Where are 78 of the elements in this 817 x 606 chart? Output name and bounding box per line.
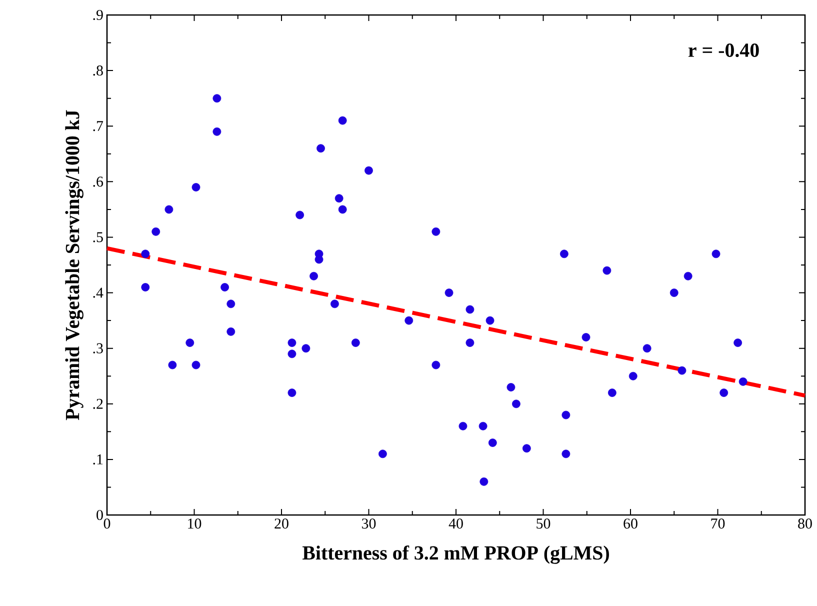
y-tick-label: 0 (96, 510, 103, 520)
point (642, 344, 652, 353)
point (351, 338, 360, 347)
point (602, 266, 612, 275)
point (670, 288, 678, 297)
point (486, 316, 494, 325)
point (212, 127, 222, 136)
point (480, 477, 488, 486)
point (478, 422, 488, 430)
point (212, 94, 222, 103)
point (522, 444, 531, 453)
point (628, 372, 638, 380)
point (364, 166, 373, 175)
point (141, 283, 150, 292)
annotation: r = -0.40 (688, 44, 759, 58)
point (186, 338, 194, 347)
point (220, 283, 229, 292)
point (334, 194, 344, 203)
point (506, 383, 516, 392)
point (560, 250, 568, 258)
point (288, 350, 296, 358)
point (432, 227, 440, 236)
x-tick-label: 80 (798, 518, 812, 529)
x-tick-label: 40 (448, 518, 463, 529)
x-tick-label: 0 (104, 518, 110, 529)
point (288, 388, 296, 397)
point (562, 450, 570, 458)
point (432, 360, 440, 370)
x-tick-label: 20 (274, 518, 288, 529)
x-tick-label: 60 (624, 518, 638, 529)
point (338, 116, 347, 125)
y-tick-label: .5 (93, 232, 103, 242)
point (608, 388, 616, 397)
point (302, 344, 310, 353)
point (330, 300, 339, 308)
point (582, 333, 590, 342)
point (226, 300, 236, 308)
point (444, 288, 454, 297)
y-tick-label: .1 (93, 454, 103, 464)
x-tick-label: 70 (711, 518, 725, 529)
y-tick-label: .8 (93, 65, 103, 76)
point (310, 272, 318, 280)
x-axis-title: Bitterness of 3.2 mM PROP (gLMS) (302, 545, 609, 564)
point (684, 272, 692, 280)
point (562, 410, 570, 420)
point (226, 327, 236, 336)
point (378, 450, 387, 458)
y-tick-label: .7 (93, 121, 104, 132)
point (192, 360, 200, 370)
x-tick-label: 30 (362, 518, 376, 529)
y-axis-title: Pyramid Vegetable Servings/1000 kJ (65, 110, 84, 420)
point (168, 360, 177, 370)
point (164, 205, 174, 214)
point (404, 316, 414, 325)
point (288, 338, 296, 347)
point (296, 210, 304, 220)
point (458, 422, 468, 430)
point (734, 338, 742, 347)
point (466, 338, 474, 347)
point (152, 227, 160, 236)
point (466, 305, 474, 314)
point (338, 205, 347, 214)
y-tick-label: .9 (93, 10, 103, 20)
x-tick-label: 10 (188, 518, 202, 529)
point (141, 250, 150, 258)
point (488, 438, 497, 447)
y-tick-label: .2 (93, 398, 103, 409)
point (512, 400, 520, 408)
y-tick-label: .4 (93, 288, 104, 298)
point (720, 388, 728, 397)
y-tick-label: .3 (93, 343, 103, 354)
point (192, 183, 200, 192)
point (316, 144, 325, 153)
point (678, 366, 686, 375)
x-tick-label: 50 (536, 518, 550, 529)
y-tick-label: .6 (93, 176, 104, 187)
point (712, 250, 720, 258)
point (738, 377, 748, 386)
